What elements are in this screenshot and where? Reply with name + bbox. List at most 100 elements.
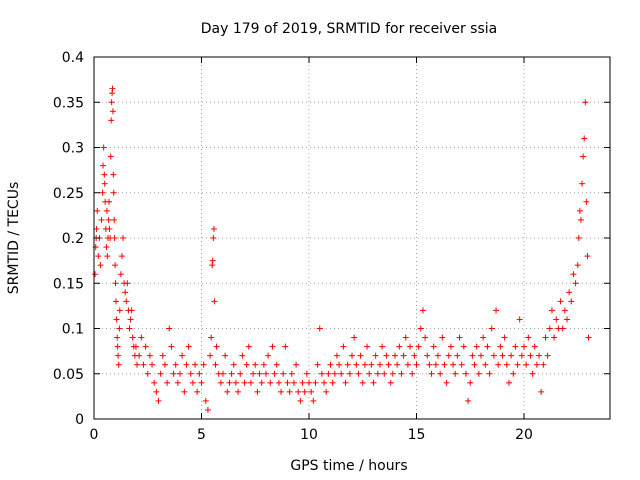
data-point (441, 361, 448, 368)
data-point (267, 379, 274, 386)
data-point (155, 397, 162, 404)
data-point (126, 325, 133, 332)
data-point (245, 343, 252, 350)
data-point (177, 370, 183, 377)
data-point (372, 352, 379, 359)
data-point (142, 343, 149, 350)
data-point (256, 370, 263, 377)
data-point (286, 388, 293, 395)
data-point (100, 162, 107, 169)
x-tick-label: 20 (515, 427, 533, 443)
data-point (127, 316, 134, 323)
data-point (577, 216, 584, 223)
data-point (211, 298, 218, 305)
data-point (527, 352, 534, 359)
data-point (379, 343, 386, 350)
data-point (475, 370, 482, 377)
data-point (570, 271, 577, 278)
data-point (207, 352, 214, 359)
data-point (310, 397, 317, 404)
y-tick-label: 0.15 (53, 276, 84, 292)
data-point (243, 361, 250, 368)
data-point (241, 379, 248, 386)
axis-ticks: 0 5 10 15 20 0 0.05 0.1 0.15 0.2 0.25 0.3 0.35 0.4 (53, 50, 610, 443)
data-point (469, 352, 476, 359)
data-point (551, 334, 558, 341)
data-point (505, 379, 512, 386)
data-point (346, 370, 353, 377)
data-point (98, 216, 105, 223)
data-point (381, 370, 388, 377)
data-point (428, 370, 435, 377)
data-point (439, 334, 446, 341)
data-point (351, 334, 358, 341)
data-point (357, 352, 364, 359)
data-point (112, 280, 119, 287)
data-point (260, 361, 267, 368)
data-point (106, 225, 113, 232)
data-point (114, 334, 121, 341)
data-point (269, 343, 276, 350)
data-point (355, 370, 362, 377)
data-point (108, 117, 115, 124)
data-point (402, 334, 409, 341)
data-point (104, 253, 111, 260)
data-point (94, 207, 101, 214)
data-point (548, 307, 555, 314)
data-point (118, 253, 125, 260)
data-point (415, 343, 422, 350)
data-point (210, 235, 217, 241)
data-point (149, 361, 156, 368)
data-point (493, 307, 500, 314)
data-point (510, 370, 517, 377)
data-point (200, 361, 207, 368)
data-point (580, 153, 587, 160)
data-point (374, 370, 381, 377)
data-point (480, 334, 487, 341)
data-point (582, 99, 589, 106)
data-point (247, 379, 254, 386)
data-points (92, 85, 592, 413)
data-point (212, 361, 219, 368)
y-tick-label: 0.05 (53, 367, 84, 383)
data-point (503, 361, 510, 368)
data-point (128, 307, 135, 314)
data-point (185, 343, 192, 350)
chart-title: Day 179 of 2019, SRMTID for receiver ssi… (201, 21, 497, 37)
data-point (254, 388, 261, 395)
y-tick-label: 0.3 (62, 141, 84, 157)
data-point (490, 352, 497, 359)
data-point (252, 361, 259, 368)
data-point (273, 361, 280, 368)
data-point (111, 235, 118, 241)
y-tick-label: 0 (75, 412, 84, 428)
data-point (194, 388, 201, 395)
data-point (435, 352, 441, 359)
data-point (314, 361, 321, 368)
data-point (99, 189, 106, 196)
data-point (146, 352, 153, 359)
data-point (107, 153, 114, 160)
data-point (488, 325, 495, 332)
data-point (103, 244, 110, 251)
data-point (136, 352, 143, 359)
data-point (467, 379, 474, 386)
data-point (575, 235, 582, 241)
data-point (282, 343, 289, 350)
data-point (501, 334, 508, 341)
data-point (280, 370, 287, 377)
data-point (295, 388, 302, 395)
y-axis-label: SRMTID / TECUs (6, 182, 22, 295)
data-point (168, 343, 175, 350)
data-point (303, 370, 310, 377)
data-point (424, 352, 431, 359)
data-point (202, 397, 209, 404)
data-point (181, 388, 188, 395)
data-point (392, 352, 398, 359)
data-point (584, 253, 591, 260)
data-point (484, 343, 491, 350)
data-point (95, 253, 102, 260)
data-point (413, 361, 420, 368)
data-point (124, 280, 131, 287)
data-point (265, 352, 272, 359)
